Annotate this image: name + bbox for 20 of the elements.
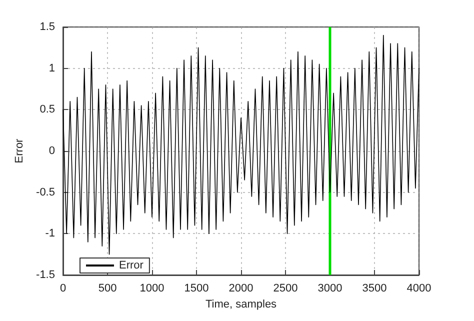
x-tick-label: 1500 (184, 282, 209, 294)
y-tick-label: 0 (48, 145, 55, 157)
y-tick-label: -1.5 (36, 269, 55, 281)
y-tick-label: 1.5 (40, 21, 55, 33)
line-series (62, 34, 420, 255)
y-axis-title: Error (14, 138, 26, 164)
y-tick-label: -1 (45, 228, 55, 240)
y-tick-label: -0.5 (36, 186, 55, 198)
y-tick-label: 0.5 (40, 104, 55, 116)
x-tick-label: 3500 (362, 282, 387, 294)
x-tick-label: 3000 (318, 282, 342, 294)
x-tick-label: 500 (98, 282, 117, 294)
x-axis-title: Time, samples (205, 298, 278, 310)
y-tick-label: 1 (48, 62, 55, 74)
x-tick-label: 0 (60, 282, 66, 294)
x-tick-label: 2000 (228, 282, 254, 294)
x-tick-label: 1000 (140, 282, 164, 294)
legend-label: Error (119, 260, 144, 272)
x-tick-label: 4000 (406, 282, 432, 294)
x-tick-label: 2500 (273, 282, 298, 294)
